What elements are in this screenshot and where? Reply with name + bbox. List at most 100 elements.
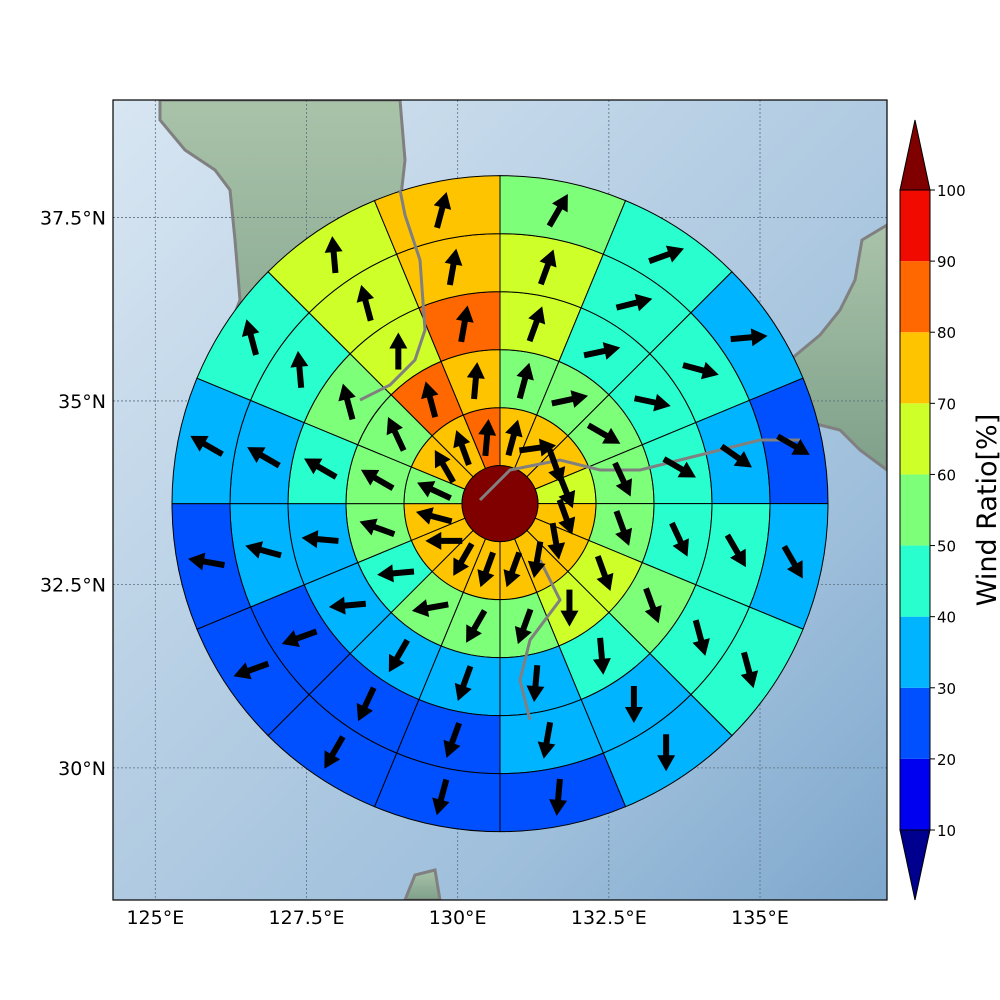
colorbar-band — [900, 261, 930, 333]
wind-arrows — [188, 192, 810, 816]
x-tick-label: 127.5°E — [269, 907, 345, 929]
y-tick-label: 37.5°N — [40, 207, 106, 229]
wind-arrow-ring3-7 — [526, 664, 545, 703]
wind-arrow-ring3-15 — [455, 305, 474, 343]
wind-arrow-ring3-12 — [304, 458, 338, 480]
wind-arrow-ring4-6 — [624, 686, 643, 724]
x-tick-label: 130°E — [429, 907, 487, 929]
wind-arrow-ring2-1 — [551, 390, 589, 408]
wind-arrow-ring4-14 — [356, 284, 375, 322]
colorbar-band — [900, 616, 930, 688]
wind-arrow-ring2-3 — [612, 461, 633, 497]
wind-arrow-ring2-15 — [466, 362, 485, 400]
y-tick-label: 30°N — [58, 758, 106, 780]
wind-arrow-ring5-7 — [549, 778, 568, 816]
wind-arrow-ring3-0 — [526, 306, 546, 343]
plot-frame — [112, 99, 888, 901]
colorbar-band — [900, 403, 930, 475]
colorbar-tick-label: 90 — [937, 253, 956, 271]
wind-arrow-ring2-4 — [613, 510, 633, 546]
wind-arrow-ring2-0 — [516, 362, 534, 400]
wind-arrow-ring3-5 — [643, 587, 662, 624]
wind-arrow-ring5-14 — [324, 236, 343, 274]
wind-arrow-ring2-8 — [466, 609, 488, 643]
wind-arrow-ring2-6 — [560, 589, 579, 627]
wind-arrow-ring2-14 — [421, 381, 439, 418]
colorbar-extend-max — [899, 119, 931, 191]
center-disc — [461, 465, 539, 543]
colorbar-band — [900, 758, 930, 830]
colorbar-band — [900, 190, 930, 262]
colorbar-tick-label: 60 — [937, 466, 956, 484]
wind-arrow-ring4-9 — [356, 686, 377, 722]
x-tick-label: 135°E — [731, 907, 789, 929]
wind-arrow-ring3-13 — [338, 383, 356, 421]
wind-arrow-ring2-10 — [377, 564, 415, 583]
colorbar: 10 20 30 40 50 60 70 80 90 100 — [899, 119, 966, 901]
wind-arrow-ring5-5 — [740, 651, 759, 689]
wind-arrow-ring2-5 — [594, 555, 614, 591]
colorbar-frame — [899, 189, 931, 831]
wind-arrow-ring2-11 — [359, 518, 396, 538]
wind-arrow-ring1-5 — [547, 522, 566, 560]
wind-arrow-ring2-7 — [514, 608, 534, 645]
wind-arrow-ring1-7 — [503, 551, 523, 588]
south-island-landmass — [403, 868, 442, 900]
colorbar-band — [900, 474, 930, 546]
wind-arrow-ring3-2 — [633, 393, 671, 412]
wind-arrow-ring4-3 — [719, 443, 752, 468]
wind-arrow-ring5-13 — [241, 319, 260, 356]
colorbar-band — [900, 332, 930, 404]
wind-arrow-ring4-11 — [245, 541, 282, 559]
wind-arrow-ring5-0 — [546, 193, 568, 228]
wind-arrow-ring1-11 — [415, 507, 453, 525]
wind-arrow-ring3-8 — [454, 665, 474, 702]
wind-arrow-ring1-14 — [453, 430, 472, 466]
wind-arrow-ring5-2 — [730, 328, 768, 347]
wind-arrow-ring4-12 — [247, 447, 281, 469]
wind-arrow-ring5-10 — [233, 660, 270, 680]
colorbar-tick-label: 40 — [937, 609, 956, 627]
wind-arrow-ring3-6 — [592, 637, 611, 675]
y-tick-label: 35°N — [58, 391, 106, 413]
wind-arrow-ring1-1 — [518, 438, 557, 457]
colorbar-title: Wind Ratio[%] — [972, 414, 1000, 606]
colorbar-band — [900, 687, 930, 759]
wind-arrow-ring5-6 — [657, 734, 676, 772]
wind-arrow-ring3-10 — [328, 596, 367, 615]
wind-arrow-ring1-13 — [434, 449, 456, 484]
wind-arrow-ring3-9 — [388, 638, 410, 673]
wind-arrow-ring4-13 — [290, 350, 309, 388]
wind-arrow-ring5-15 — [433, 192, 452, 229]
colorbar-tick-label: 50 — [937, 538, 956, 556]
wind-sectors — [171, 175, 829, 833]
wind-arrow-ring2-13 — [386, 417, 407, 452]
wind-arrow-ring1-15 — [478, 419, 497, 457]
wind-arrow-ring5-12 — [190, 435, 224, 457]
colorbar-tick-label: 10 — [937, 822, 956, 840]
colorbar-tick-label: 20 — [937, 751, 956, 769]
wind-arrow-ring1-8 — [477, 551, 496, 588]
colorbar-tick-label: 70 — [937, 395, 956, 413]
wind-arrow-ring1-6 — [527, 541, 546, 579]
colorbar-extend-min — [899, 829, 931, 901]
wind-arrow-ring3-3 — [662, 456, 696, 478]
y-tick-label: 32.5°N — [40, 574, 106, 596]
wind-arrow-ring1-9 — [453, 542, 475, 576]
colorbar-tick-label: 80 — [937, 324, 956, 342]
wind-arrow-ring4-0 — [538, 249, 557, 286]
colorbar-tick-label: 100 — [937, 182, 966, 200]
wind-arrow-ring5-11 — [188, 552, 225, 571]
wind-arrow-ring4-4 — [724, 533, 746, 568]
wind-arrow-ring1-12 — [417, 481, 452, 501]
wind-arrow-ring5-3 — [776, 433, 810, 455]
wind-arrow-ring4-7 — [537, 721, 556, 759]
wind-arrow-ring4-1 — [615, 293, 653, 312]
wind-arrow-ring1-4 — [556, 498, 576, 535]
wind-arrow-ring2-12 — [360, 469, 395, 491]
sector-ring5-15 — [373, 175, 501, 255]
wind-arrow-ring1-3 — [556, 472, 576, 509]
y-axis-ticks: 30°N 32.5°N 35°N 37.5°N — [40, 207, 106, 779]
wind-arrow-ring2-2 — [586, 422, 621, 444]
wind-arrow-ring3-4 — [669, 521, 689, 557]
